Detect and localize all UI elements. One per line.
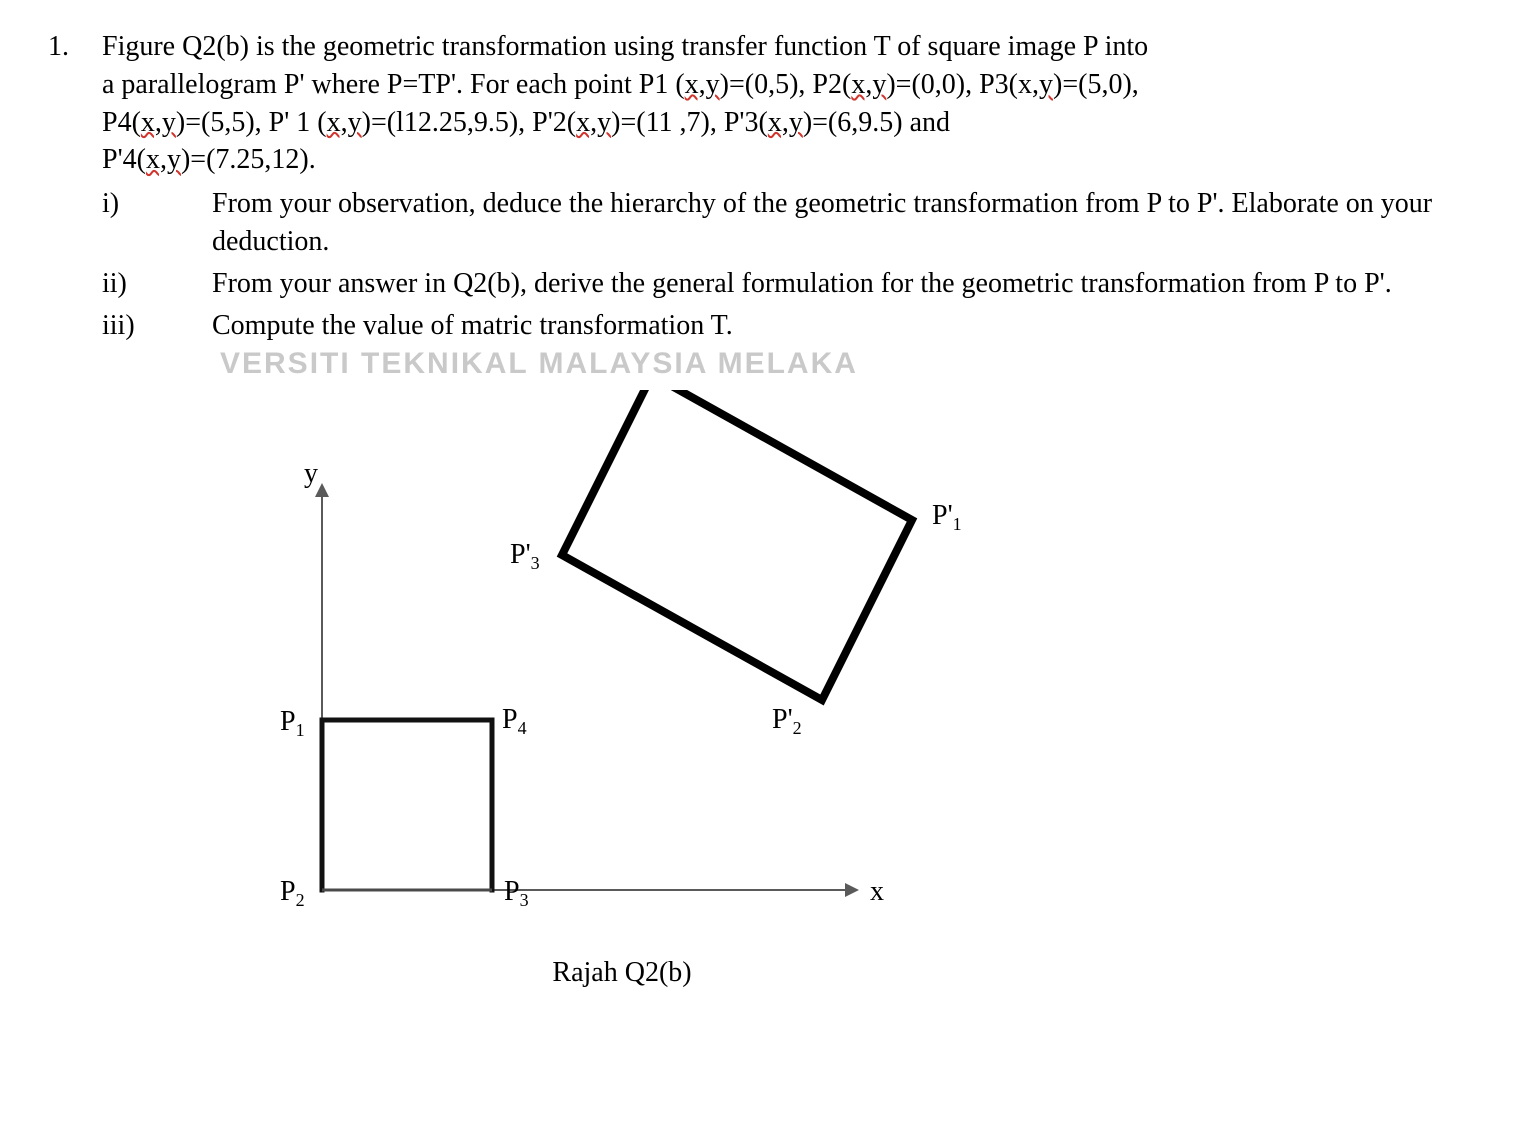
figure-q2b-svg: yxP1P2P3P4P'4P'1P'2P'3 (232, 390, 1012, 950)
part-iii-label: iii) (102, 307, 212, 345)
figure-caption: Rajah Q2(b) (232, 954, 1012, 992)
svg-text:y: y (304, 458, 318, 489)
pp1-xy: x,y (327, 107, 362, 138)
p2-label: P2( (812, 69, 851, 100)
p1-label: P1 ( (639, 69, 685, 100)
svg-text:P2: P2 (280, 876, 305, 910)
p4-val: )=(5,5), (176, 107, 269, 138)
watermark-text: VERSITI TEKNIKAL MALAYSIA MELAKA (220, 344, 858, 385)
part-ii: ii) From your answer in Q2(b), derive th… (102, 265, 1474, 303)
p1-val: )=(0,5), (720, 69, 813, 100)
intro-line-4: P'4(x,y)=(7.25,12). (102, 141, 1474, 179)
p2-xy: x,y (851, 69, 886, 100)
p3-val: )=(5,0), (1053, 69, 1139, 100)
part-ii-label: ii) (102, 265, 212, 303)
pp4-val: )=(7.25,12). (181, 144, 316, 175)
pp4-label: P'4( (102, 144, 146, 175)
p4-xy: x,y (141, 107, 176, 138)
pp3-xy: x,y (768, 107, 803, 138)
pp1-val: )=(l12.25,9.5), (362, 107, 533, 138)
watermark-wrap: VERSITI TEKNIKAL MALAYSIA MELAKA (212, 344, 1474, 390)
figure-area: yxP1P2P3P4P'4P'1P'2P'3 Rajah Q2(b) (232, 390, 1012, 992)
page: 1. Figure Q2(b) is the geometric transfo… (0, 0, 1522, 1032)
p3-y: y (1039, 69, 1053, 100)
pp4-xy: x,y (146, 144, 181, 175)
part-i-label: i) (102, 185, 212, 223)
svg-text:x: x (870, 876, 884, 907)
pp2-label: P'2( (532, 107, 576, 138)
question-number: 1. (48, 28, 102, 66)
part-i-text: From your observation, deduce the hierar… (212, 185, 1474, 261)
p3-label: P3(x, (979, 69, 1039, 100)
intro-line-2-prefix: a parallelogram P' where P=TP'. For each… (102, 69, 639, 100)
question-body: Figure Q2(b) is the geometric transforma… (102, 28, 1474, 992)
svg-text:P3: P3 (504, 876, 529, 910)
part-i: i) From your observation, deduce the hie… (102, 185, 1474, 261)
pp2-val: )=(11 ,7), (611, 107, 724, 138)
svg-text:P1: P1 (280, 706, 305, 740)
part-ii-text: From your answer in Q2(b), derive the ge… (212, 265, 1474, 303)
parts: i) From your observation, deduce the hie… (102, 185, 1474, 344)
part-iii-text: Compute the value of matric transformati… (212, 307, 1474, 345)
svg-text:P4: P4 (502, 704, 527, 738)
svg-text:P'1: P'1 (932, 500, 962, 534)
svg-text:P'3: P'3 (510, 539, 540, 573)
question-row: 1. Figure Q2(b) is the geometric transfo… (48, 28, 1474, 992)
pp3-val: )=(6,9.5) and (803, 107, 950, 138)
pp2-xy: x,y (576, 107, 611, 138)
p1-xy: x,y (685, 69, 720, 100)
pp3-label: P'3( (724, 107, 768, 138)
intro-line-1: Figure Q2(b) is the geometric transforma… (102, 28, 1474, 66)
intro-line-2: a parallelogram P' where P=TP'. For each… (102, 66, 1474, 104)
p4-label: P4( (102, 107, 141, 138)
part-iii: iii) Compute the value of matric transfo… (102, 307, 1474, 345)
p2-val: )=(0,0), (886, 69, 979, 100)
pp1-label: P' 1 ( (269, 107, 327, 138)
intro-line-3: P4(x,y)=(5,5), P' 1 (x,y)=(l12.25,9.5), … (102, 104, 1474, 142)
svg-text:P'2: P'2 (772, 704, 802, 738)
